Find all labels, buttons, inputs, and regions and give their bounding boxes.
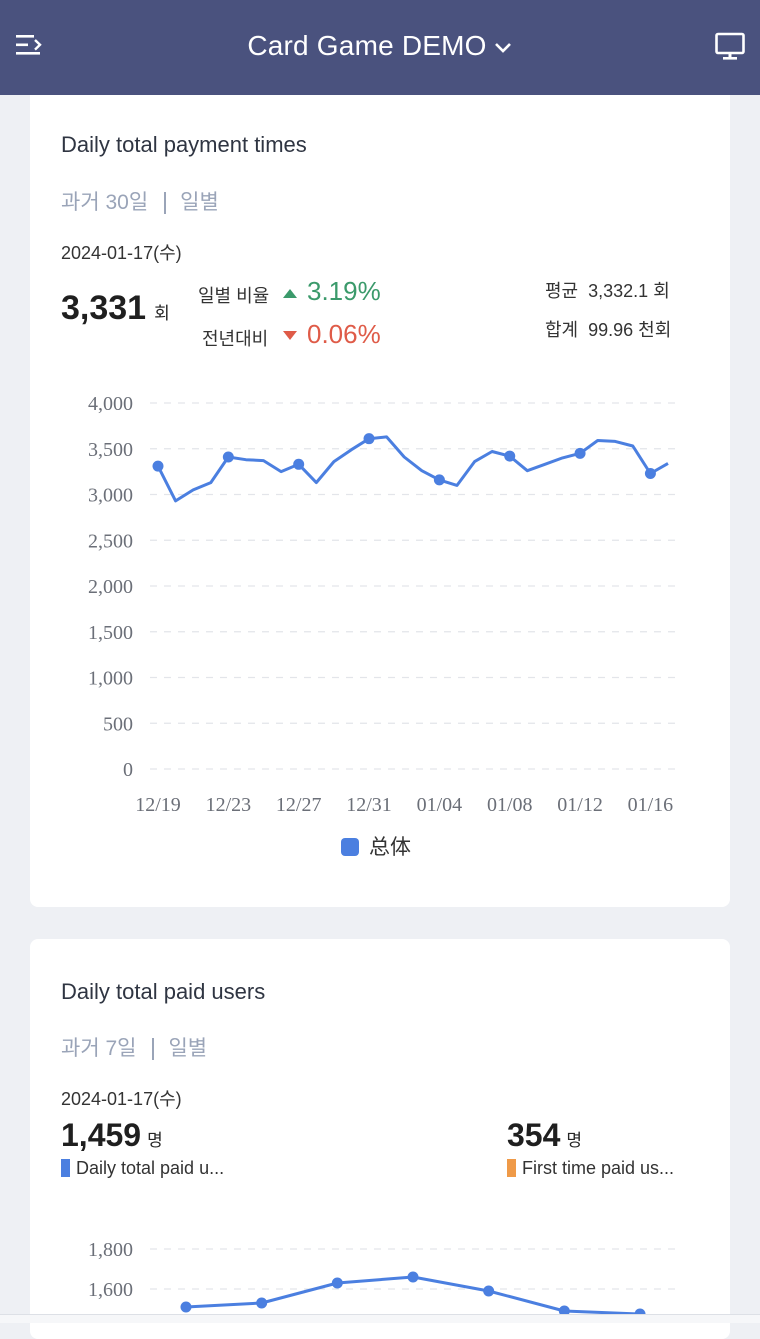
- series-line: [185, 1275, 641, 1316]
- monitor-icon[interactable]: [714, 30, 746, 62]
- x-tick-label: 01/04: [417, 794, 463, 816]
- x-tick-label: 01/12: [557, 794, 603, 816]
- report-date: 2024-01-17(수): [61, 243, 182, 263]
- average-value: 3,332.1 회: [588, 281, 670, 301]
- period-range[interactable]: 과거 30일: [61, 191, 149, 214]
- period-range[interactable]: 과거 7일: [61, 1037, 137, 1060]
- data-point: [152, 460, 164, 472]
- y-tick-label: 500: [103, 713, 133, 735]
- legend-label: 总体: [369, 836, 411, 859]
- y-tick-label: 2,000: [88, 576, 133, 598]
- kpi-first-time-paid-users[interactable]: 354 명 First time paid us...: [507, 1117, 674, 1179]
- card-title: Daily total payment times: [61, 132, 307, 157]
- y-tick-label: 3,500: [88, 439, 133, 461]
- x-tick-label: 12/27: [276, 794, 322, 816]
- kpi-value: 1,459: [61, 1117, 142, 1153]
- chevron-down-icon: [494, 42, 511, 53]
- total-number: 3,331: [61, 289, 147, 327]
- y-tick-label: 1,000: [88, 668, 133, 690]
- total-unit: 회: [154, 304, 170, 323]
- y-tick-label: 1,600: [88, 1279, 133, 1301]
- data-point: [558, 1305, 570, 1317]
- period-granularity[interactable]: 일별: [180, 191, 219, 214]
- app-switcher[interactable]: Card Game DEMO: [0, 30, 760, 62]
- chart-legend[interactable]: 总体: [341, 831, 411, 861]
- series-line: [156, 435, 669, 503]
- daily-ratio-label: 일별 비율: [198, 286, 270, 306]
- x-tick-label: 12/31: [346, 794, 392, 816]
- kpi-unit: 명: [147, 1131, 163, 1150]
- divider: [152, 1038, 155, 1061]
- x-tick-label: 12/23: [206, 794, 252, 816]
- data-point: [363, 433, 375, 445]
- menu-collapse-icon[interactable]: [14, 32, 44, 58]
- kpi-value: 354: [507, 1117, 561, 1153]
- period-filter[interactable]: 과거 7일 일별: [61, 1032, 207, 1062]
- period-granularity[interactable]: 일별: [168, 1037, 208, 1060]
- yoy-label: 전년대비: [202, 329, 269, 349]
- y-tick-label: 3,000: [88, 485, 133, 507]
- payment-times-line-chart: 4,0003,5003,0002,5002,0001,5001,00050001…: [88, 393, 678, 816]
- data-point: [433, 474, 445, 486]
- down-arrow-icon: [283, 331, 297, 340]
- paid-users-card: Daily total paid users 과거 7일 일별 2024-01-1…: [30, 939, 730, 1339]
- report-date: 2024-01-17(수): [61, 1089, 182, 1109]
- sum-stat: 합계 99.96 천회: [545, 316, 671, 342]
- y-tick-label: 1,500: [88, 622, 133, 644]
- period-filter[interactable]: 과거 30일 일별: [61, 186, 219, 216]
- x-tick-label: 12/19: [135, 794, 181, 816]
- app-title: Card Game DEMO: [247, 30, 487, 61]
- average-label: 평균: [545, 281, 579, 301]
- kpi-label: Daily total paid u...: [76, 1158, 225, 1178]
- data-point: [407, 1271, 419, 1283]
- data-point: [293, 458, 305, 470]
- data-point: [331, 1277, 343, 1289]
- y-tick-label: 4,000: [88, 393, 133, 415]
- y-tick-label: 1,800: [88, 1239, 133, 1261]
- y-tick-label: 2,500: [88, 530, 133, 552]
- x-tick-label: 01/08: [487, 794, 533, 816]
- y-tick-label: 0: [123, 759, 133, 781]
- data-point: [256, 1297, 268, 1309]
- divider: [164, 192, 167, 215]
- data-point: [574, 447, 586, 459]
- data-point: [504, 450, 516, 462]
- daily-ratio-value: 3.19%: [307, 276, 381, 306]
- paid-users-line-chart: 1,800 1,600: [88, 1239, 678, 1320]
- sum-label: 합계: [545, 320, 579, 340]
- data-point: [483, 1285, 495, 1297]
- series-swatch: [507, 1159, 516, 1177]
- top-bar: Card Game DEMO: [0, 0, 760, 95]
- yoy-value: 0.06%: [307, 319, 381, 349]
- sum-value: 99.96 천회: [588, 320, 672, 340]
- payment-times-card: Daily total payment times 과거 30일 일별 2024-…: [30, 95, 730, 907]
- card-title: Daily total paid users: [61, 979, 266, 1004]
- bottom-edge: [0, 1314, 760, 1323]
- total-value: 3,331 회: [61, 289, 170, 328]
- x-tick-label: 01/16: [628, 794, 674, 816]
- data-point: [644, 467, 656, 479]
- data-point: [180, 1301, 192, 1313]
- kpi-unit: 명: [566, 1131, 583, 1150]
- average-stat: 평균 3,332.1 회: [545, 277, 670, 303]
- series-swatch: [61, 1159, 70, 1177]
- data-point: [222, 451, 234, 463]
- up-arrow-icon: [283, 289, 297, 298]
- legend-swatch: [341, 838, 359, 856]
- kpi-daily-paid-users[interactable]: 1,459 명 Daily total paid u...: [61, 1117, 224, 1179]
- kpi-label: First time paid us...: [522, 1158, 675, 1178]
